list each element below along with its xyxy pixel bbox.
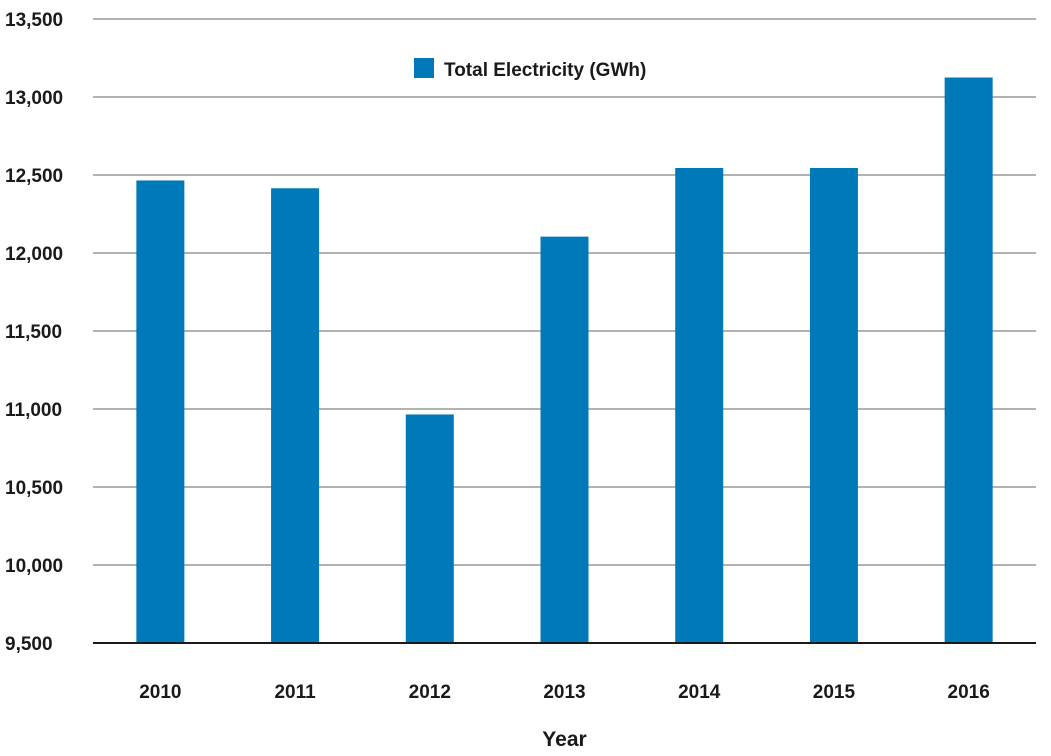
bar-series — [136, 77, 993, 644]
x-tick-label: 2010 — [139, 682, 181, 703]
bar — [405, 414, 454, 643]
y-tick-label: 13,000 — [5, 88, 63, 109]
y-tick-label: 10,000 — [5, 556, 63, 577]
x-tick-label: 2014 — [678, 682, 721, 703]
x-tick-label: 2012 — [409, 682, 451, 703]
x-tick-label: 2011 — [274, 682, 316, 703]
bar — [540, 236, 589, 643]
bar — [809, 167, 858, 644]
legend-label: Total Electricity (GWh) — [444, 60, 646, 81]
y-tick-label: 9,500 — [5, 634, 53, 655]
x-axis-tick-labels: 2010 2011 2012 2013 2014 2015 2016 — [139, 682, 990, 703]
y-tick-label: 10,500 — [5, 478, 63, 499]
bar — [944, 77, 993, 643]
y-tick-label: 12,500 — [5, 166, 63, 187]
bar — [136, 180, 185, 643]
y-tick-label: 11,000 — [5, 400, 62, 421]
bar — [675, 167, 724, 644]
y-tick-label: 11,500 — [5, 322, 62, 343]
legend: Total Electricity (GWh) — [414, 58, 646, 81]
bar — [271, 188, 320, 643]
x-tick-label: 2013 — [543, 682, 585, 703]
x-tick-label: 2015 — [813, 682, 856, 703]
y-tick-label: 13,500 — [5, 10, 63, 31]
y-axis-tick-labels: 9,500 10,000 10,500 11,000 11,500 12,000 12,50… — [5, 10, 63, 655]
legend-swatch — [414, 58, 434, 78]
x-axis-title: Year — [542, 728, 586, 751]
y-tick-label: 12,000 — [5, 244, 63, 265]
x-tick-label: 2016 — [948, 682, 990, 703]
